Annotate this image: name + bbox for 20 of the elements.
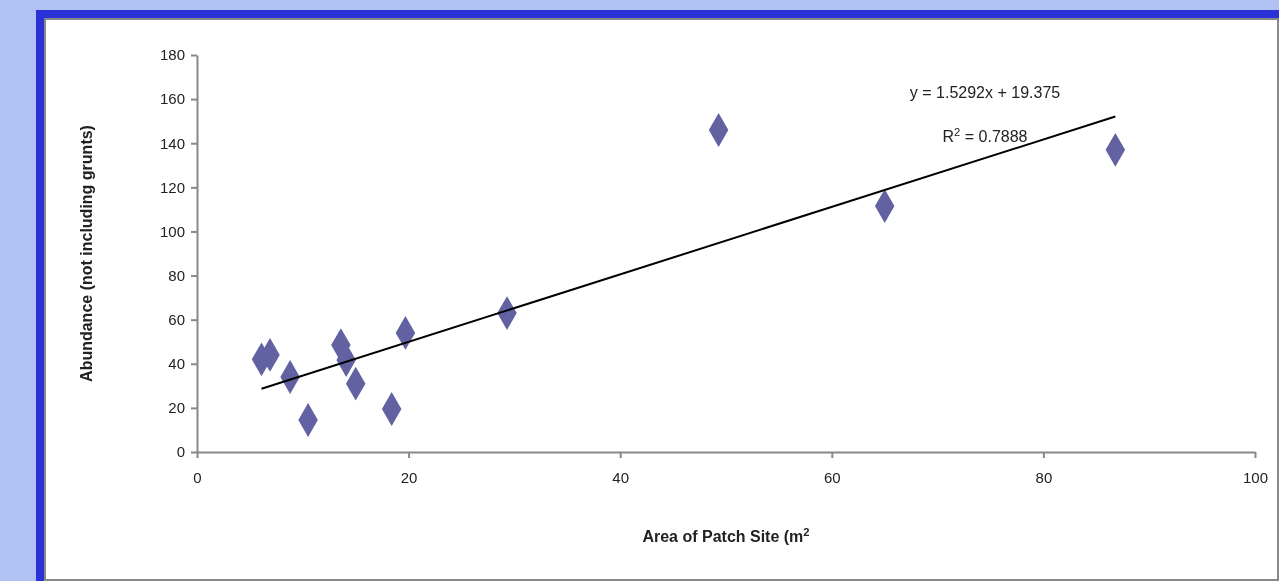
y-tick-label: 180 <box>159 46 185 64</box>
y-tick-label: 20 <box>168 399 185 417</box>
x-tick-label: 40 <box>612 468 630 486</box>
x-axis-title: Area of Patch Site (m$^{2}$ <box>642 526 810 545</box>
annotation: y = 1.5292x + 19.375 <box>909 84 1061 101</box>
x-tick-label: 60 <box>823 468 841 486</box>
x-tick-label: 20 <box>400 468 418 486</box>
y-tick-label: 0 <box>176 443 185 461</box>
y-tick-label: 100 <box>159 222 185 240</box>
x-tick-label: 80 <box>1035 468 1053 486</box>
y-tick-label: 80 <box>168 266 185 284</box>
y-tick-label: 60 <box>168 310 185 328</box>
y-tick-label: 140 <box>159 134 185 152</box>
y-tick-label: 160 <box>159 90 185 108</box>
y-axis-title: Abundance (not including grunts) <box>78 125 95 382</box>
y-tick-label: 40 <box>168 355 185 373</box>
x-tick-label: 100 <box>1242 468 1269 486</box>
annotation: R$^{2}$ = 0.7888 <box>942 126 1028 145</box>
x-tick-label: 0 <box>193 468 202 486</box>
y-tick-label: 120 <box>159 178 185 196</box>
